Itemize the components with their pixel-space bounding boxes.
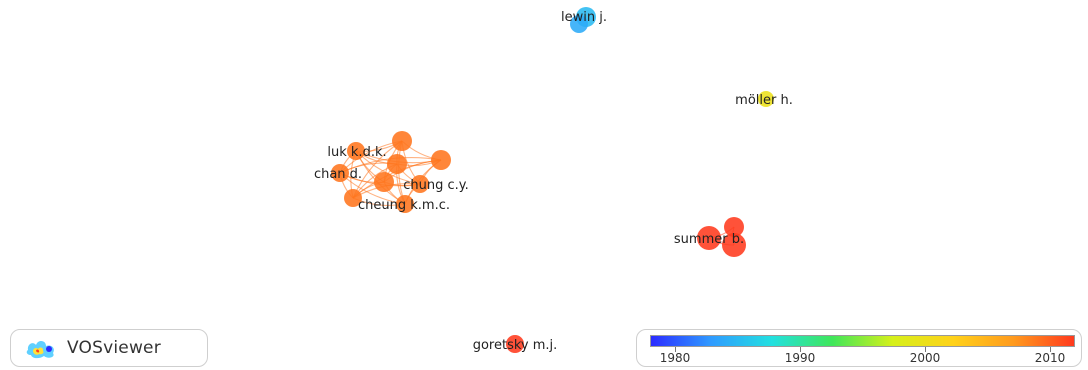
logo-text: VOSviewer [67,338,161,358]
node-label-goretsky[interactable]: goretsky m.j. [473,338,558,353]
node-label-lewin[interactable]: lewin j. [561,10,607,25]
node-label-luk[interactable]: luk k.d.k. [327,145,386,160]
node-c_top[interactable] [392,131,412,151]
node-label-summer[interactable]: summer b. [674,232,744,247]
legend-tick-label: 2000 [910,351,941,365]
node-c_right[interactable] [431,150,451,170]
vosviewer-logo: VOSviewer [10,329,208,367]
node-label-chung[interactable]: chung c.y. [403,178,469,193]
legend-tick-label: 1980 [660,351,691,365]
legend-gradient-bar [650,335,1075,347]
node-label-moller[interactable]: möller h. [735,93,793,108]
color-legend: 1980 1990 2000 2010 [636,329,1082,367]
node-label-chan[interactable]: chan d. [314,167,362,182]
legend-tick-label: 2010 [1035,351,1066,365]
node-c_mid[interactable] [387,154,407,174]
legend-tick-label: 1990 [785,351,816,365]
node-label-cheung[interactable]: cheung k.m.c. [358,198,450,213]
node-c_center[interactable] [374,172,394,192]
vosviewer-logo-icon [25,336,59,360]
